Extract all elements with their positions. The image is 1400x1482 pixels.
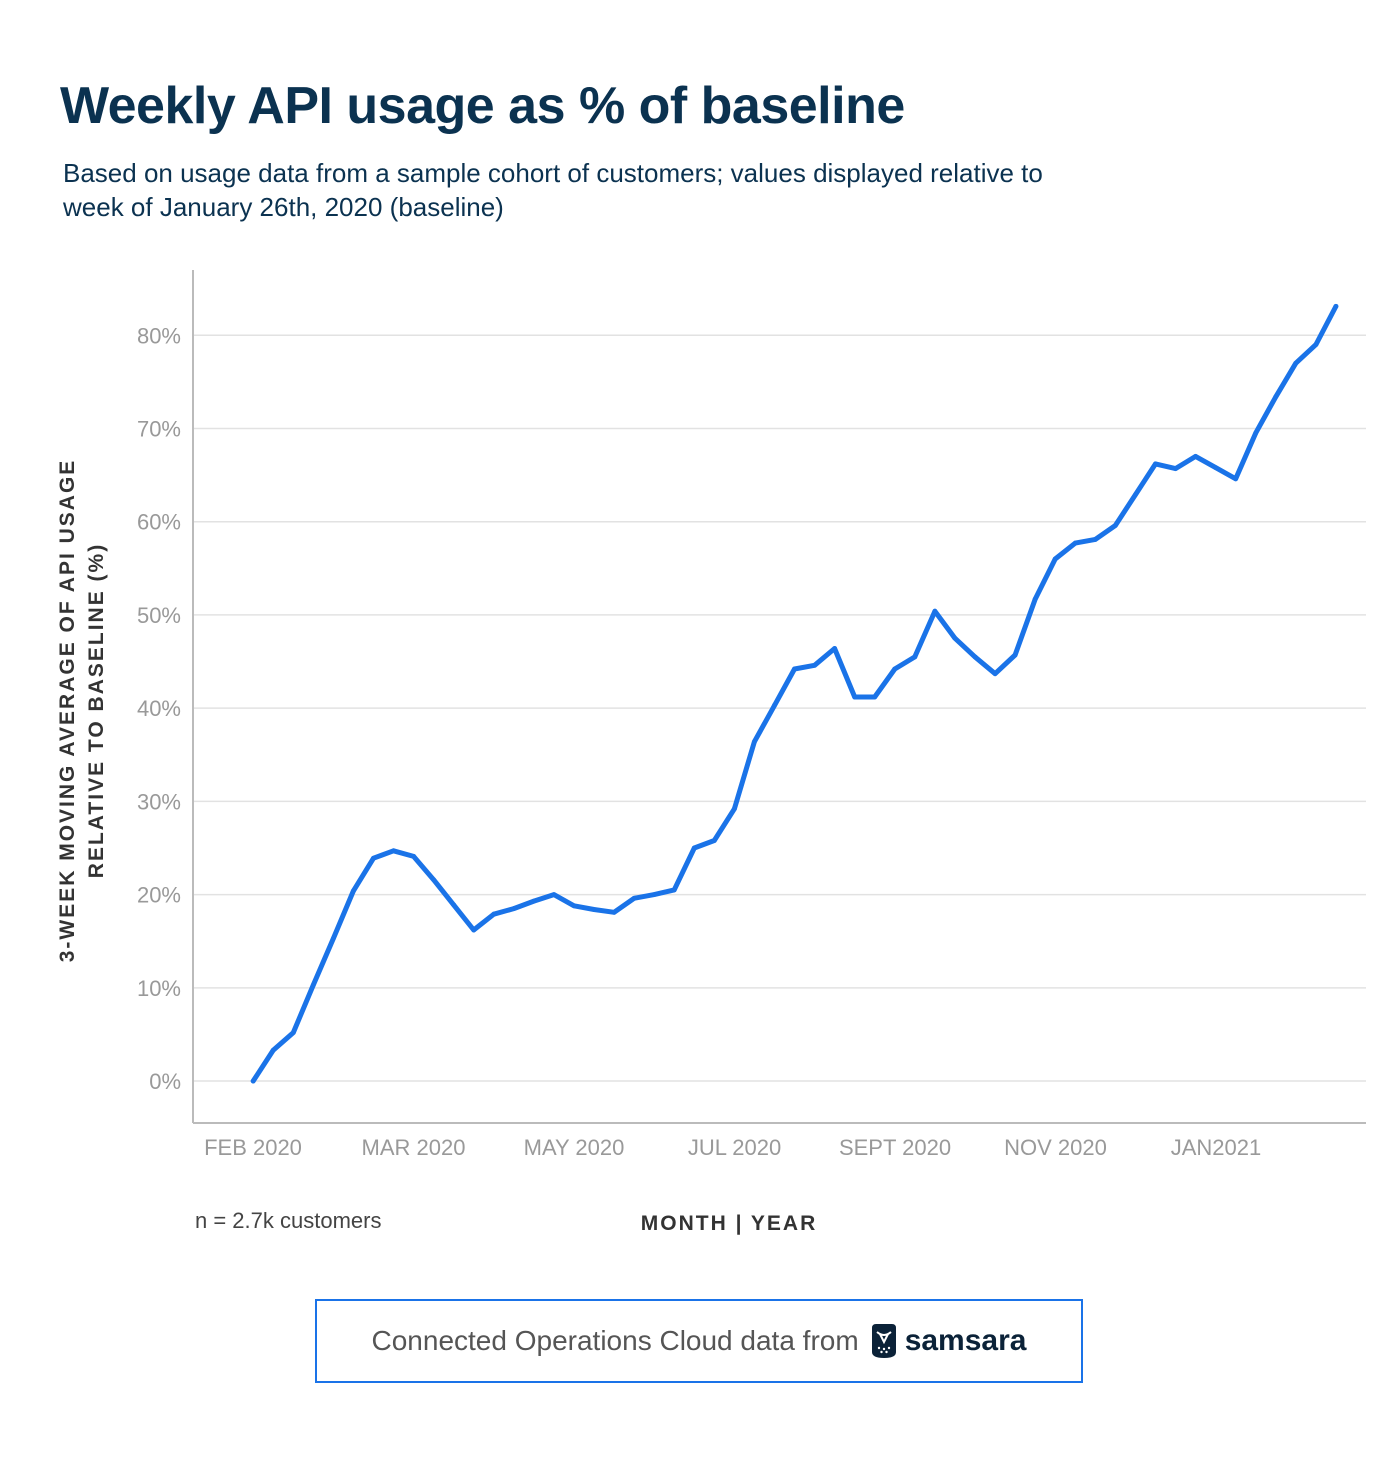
data-point: [531, 898, 537, 904]
y-axis-label-line-2: RELATIVE TO BASELINE (%): [85, 543, 108, 878]
data-point: [832, 646, 838, 651]
data-point: [731, 806, 737, 812]
data-point: [571, 903, 577, 909]
data-point: [1253, 430, 1259, 436]
data-point: [892, 666, 898, 672]
data-point: [471, 927, 477, 933]
owl-logo-icon: [871, 1324, 896, 1358]
data-point: [411, 853, 416, 859]
y-tick-label: 60%: [137, 510, 181, 535]
data-point: [872, 694, 878, 700]
data-point: [1032, 596, 1038, 602]
data-point: [1293, 360, 1299, 366]
series-line: [250, 303, 1339, 1084]
data-point: [1052, 556, 1058, 562]
data-point: [330, 936, 336, 941]
data-point: [310, 982, 316, 988]
gridlines: [193, 334, 1366, 1082]
y-axis-ticks: 0% 10% 20% 30% 40% 50% 60% 70% 80%: [137, 323, 181, 1094]
data-point: [491, 911, 497, 917]
data-point: [671, 887, 677, 893]
x-tick-label: MAY 2020: [524, 1135, 625, 1160]
x-tick-label: JAN2021: [1171, 1135, 1262, 1160]
x-tick-label: JUL 2020: [688, 1135, 781, 1160]
x-tick-label: SEPT 2020: [839, 1135, 951, 1160]
data-point: [812, 662, 817, 668]
x-tick-label: NOV 2020: [1004, 1135, 1107, 1160]
page-title: Weekly API usage as % of baseline: [60, 77, 905, 135]
data-point: [250, 1078, 256, 1084]
footer-attribution: Connected Operations Cloud data from sam…: [315, 1299, 1083, 1383]
data-point: [511, 906, 517, 911]
data-point: [371, 855, 376, 861]
data-point: [1112, 523, 1118, 528]
data-point: [972, 654, 978, 660]
data-point: [772, 702, 777, 708]
data-point: [792, 666, 797, 672]
data-point: [932, 608, 938, 614]
x-axis-label: MONTH | YEAR: [641, 1212, 818, 1235]
data-point: [1213, 465, 1219, 471]
data-point: [752, 739, 757, 745]
y-tick-label: 20%: [137, 883, 181, 908]
y-tick-label: 50%: [137, 603, 181, 628]
data-point: [1012, 652, 1018, 658]
y-tick-label: 80%: [137, 323, 181, 348]
data-point: [651, 892, 657, 898]
brand-logo: samsara: [869, 1322, 1027, 1360]
data-point: [1072, 540, 1078, 546]
data-point: [1153, 461, 1158, 467]
data-point: [270, 1047, 276, 1053]
y-axis-label-line-1: 3-WEEK MOVING AVERAGE OF API USAGE: [56, 459, 79, 963]
y-tick-label: 0%: [149, 1069, 181, 1094]
sample-size-note: n = 2.7k customers: [195, 1208, 382, 1233]
data-point: [1092, 537, 1098, 542]
y-tick-label: 40%: [137, 696, 181, 721]
data-point: [1333, 303, 1339, 309]
x-axis-ticks: FEB 2020 MAR 2020 MAY 2020 JUL 2020 SEPT 202…: [204, 1135, 1261, 1160]
line-chart: 0% 10% 20% 30% 40% 50% 60% 70% 80% FEB 2020 MAR 2…: [56, 270, 1366, 1235]
data-point: [431, 877, 437, 883]
data-points: [250, 303, 1339, 1084]
data-point: [551, 892, 557, 898]
data-point: [451, 902, 457, 908]
data-point: [631, 895, 637, 901]
y-tick-label: 10%: [137, 976, 181, 1001]
data-point: [290, 1030, 296, 1035]
data-point: [1233, 476, 1239, 482]
data-point: [1193, 454, 1198, 459]
brand-name: samsara: [904, 1324, 1027, 1357]
data-point: [852, 694, 858, 700]
x-tick-label: FEB 2020: [204, 1135, 302, 1160]
footer-text: Connected Operations Cloud data from: [371, 1325, 859, 1356]
data-point: [1133, 492, 1138, 498]
data-point: [711, 838, 717, 843]
page-subtitle: Based on usage data from a sample cohort…: [63, 158, 1043, 222]
data-point: [992, 671, 998, 677]
x-tick-label: MAR 2020: [362, 1135, 466, 1160]
data-point: [1273, 394, 1279, 400]
y-tick-label: 70%: [137, 416, 181, 441]
data-point: [591, 907, 597, 912]
data-point: [912, 654, 918, 660]
data-point: [691, 845, 697, 851]
data-point: [1173, 466, 1178, 471]
data-point: [1313, 342, 1319, 347]
data-point: [391, 848, 396, 854]
data-point: [611, 909, 617, 915]
data-point: [952, 635, 958, 641]
y-tick-label: 30%: [137, 789, 181, 814]
data-point: [351, 888, 356, 894]
